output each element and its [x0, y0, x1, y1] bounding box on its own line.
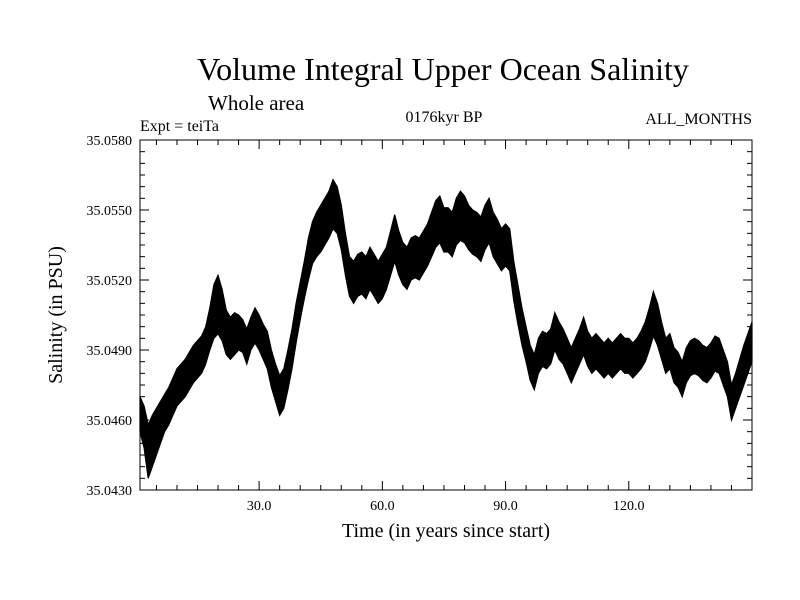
- y-tick-label: 35.0460: [87, 414, 133, 429]
- y-tick-label: 35.0430: [87, 484, 133, 499]
- x-tick-label: 120.0: [613, 499, 645, 514]
- data-layer: [139, 178, 753, 479]
- x-tick-label: 90.0: [493, 499, 518, 514]
- experiment-label: Expt = teiTa: [140, 118, 219, 135]
- y-tick-label: 35.0490: [87, 344, 133, 359]
- series-salinity-line: [139, 203, 753, 454]
- period-label: 0176kyr BP: [406, 109, 483, 126]
- y-tick-label: 35.0580: [87, 134, 133, 149]
- x-tick-label: 30.0: [247, 499, 272, 514]
- ticks-layer: 30.0 60.0 90.0 120.0 35.0430 35.0460 35.0490 35…: [87, 134, 752, 514]
- y-axis-label: Salinity (in PSU): [45, 246, 67, 384]
- chart-title: Volume Integral Upper Ocean Salinity: [197, 51, 689, 87]
- x-axis-label: Time (in years since start): [342, 520, 550, 542]
- y-tick-label: 35.0520: [87, 274, 133, 289]
- y-tick-label: 35.0550: [87, 204, 133, 219]
- months-label: ALL_MONTHS: [645, 111, 752, 128]
- x-tick-label: 60.0: [370, 499, 395, 514]
- chart-subtitle: Whole area: [208, 91, 305, 115]
- series-salinity-band: [139, 178, 753, 479]
